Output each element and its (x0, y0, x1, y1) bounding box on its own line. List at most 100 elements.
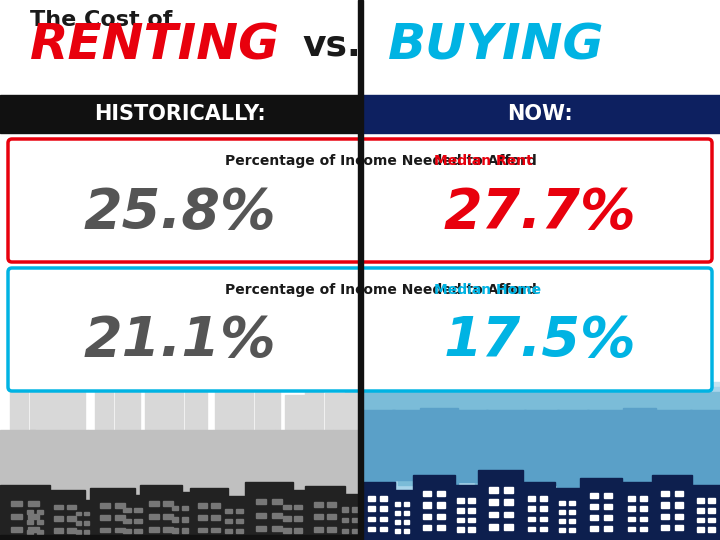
Bar (135, 508, 142, 512)
Bar (235, 390, 253, 510)
Bar (199, 515, 207, 520)
Bar (628, 516, 635, 521)
Bar (165, 390, 183, 480)
Bar (654, 410, 692, 485)
Text: Percentage of Income Needed to Afford: Percentage of Income Needed to Afford (225, 283, 542, 297)
Bar (294, 528, 302, 532)
Bar (395, 519, 400, 524)
Bar (54, 516, 63, 521)
Bar (508, 380, 543, 520)
Bar (688, 382, 720, 515)
Bar (20, 498, 50, 540)
Bar (120, 430, 150, 500)
Bar (30, 430, 60, 495)
Text: Median Rent: Median Rent (434, 154, 533, 168)
Bar (395, 529, 400, 532)
Bar (559, 528, 565, 532)
Bar (100, 528, 110, 532)
Bar (398, 390, 436, 485)
Bar (404, 519, 410, 524)
Bar (365, 380, 405, 510)
Bar (115, 515, 125, 520)
Bar (708, 392, 720, 485)
Bar (457, 498, 464, 503)
Bar (640, 507, 647, 511)
Bar (37, 520, 43, 524)
Bar (84, 512, 89, 515)
FancyBboxPatch shape (8, 139, 712, 262)
Bar (628, 387, 673, 495)
Bar (578, 380, 618, 515)
Bar (675, 525, 683, 530)
Bar (351, 508, 359, 511)
Bar (552, 392, 590, 480)
Bar (314, 502, 323, 507)
Bar (662, 514, 670, 519)
Bar (28, 527, 39, 532)
Bar (587, 410, 625, 485)
Text: NOW:: NOW: (507, 104, 573, 124)
Bar (333, 430, 363, 515)
Bar (698, 498, 704, 503)
Bar (468, 498, 474, 503)
Bar (524, 410, 559, 485)
Bar (285, 395, 305, 495)
Bar (360, 392, 720, 540)
Bar (590, 515, 598, 520)
Bar (368, 507, 375, 511)
Bar (698, 508, 704, 512)
Bar (294, 516, 302, 521)
Bar (45, 490, 85, 540)
Bar (181, 517, 189, 522)
Bar (28, 501, 39, 506)
Bar (423, 502, 431, 508)
Bar (455, 410, 488, 482)
Bar (149, 514, 158, 519)
Bar (213, 430, 243, 505)
Bar (236, 509, 243, 513)
Bar (76, 512, 81, 515)
Bar (542, 380, 580, 510)
Bar (271, 512, 282, 518)
Bar (163, 501, 173, 506)
Bar (423, 491, 431, 496)
Bar (520, 482, 555, 540)
Bar (342, 518, 348, 522)
Bar (628, 496, 635, 501)
Bar (437, 514, 445, 519)
Bar (135, 519, 142, 523)
Bar (640, 496, 647, 501)
Bar (335, 494, 365, 540)
Bar (10, 390, 28, 485)
Bar (199, 503, 207, 508)
Bar (27, 520, 33, 524)
Bar (475, 392, 515, 490)
Bar (628, 507, 635, 511)
Bar (368, 526, 375, 531)
Bar (0, 485, 50, 540)
Bar (54, 528, 63, 532)
Bar (283, 528, 290, 532)
Bar (328, 527, 336, 532)
Bar (211, 528, 220, 532)
Bar (140, 485, 182, 540)
Bar (236, 529, 243, 534)
Bar (380, 507, 387, 511)
Bar (215, 390, 235, 500)
Bar (67, 516, 76, 521)
Bar (95, 390, 113, 505)
Bar (540, 507, 546, 511)
Bar (360, 95, 720, 133)
Bar (698, 528, 704, 532)
Bar (181, 506, 189, 510)
Bar (503, 487, 513, 492)
Bar (404, 529, 410, 532)
Bar (662, 525, 670, 530)
Bar (503, 512, 513, 517)
Bar (604, 515, 612, 520)
Bar (243, 430, 275, 520)
Bar (0, 430, 35, 510)
Bar (708, 498, 714, 503)
Bar (690, 410, 720, 490)
Bar (0, 535, 360, 540)
